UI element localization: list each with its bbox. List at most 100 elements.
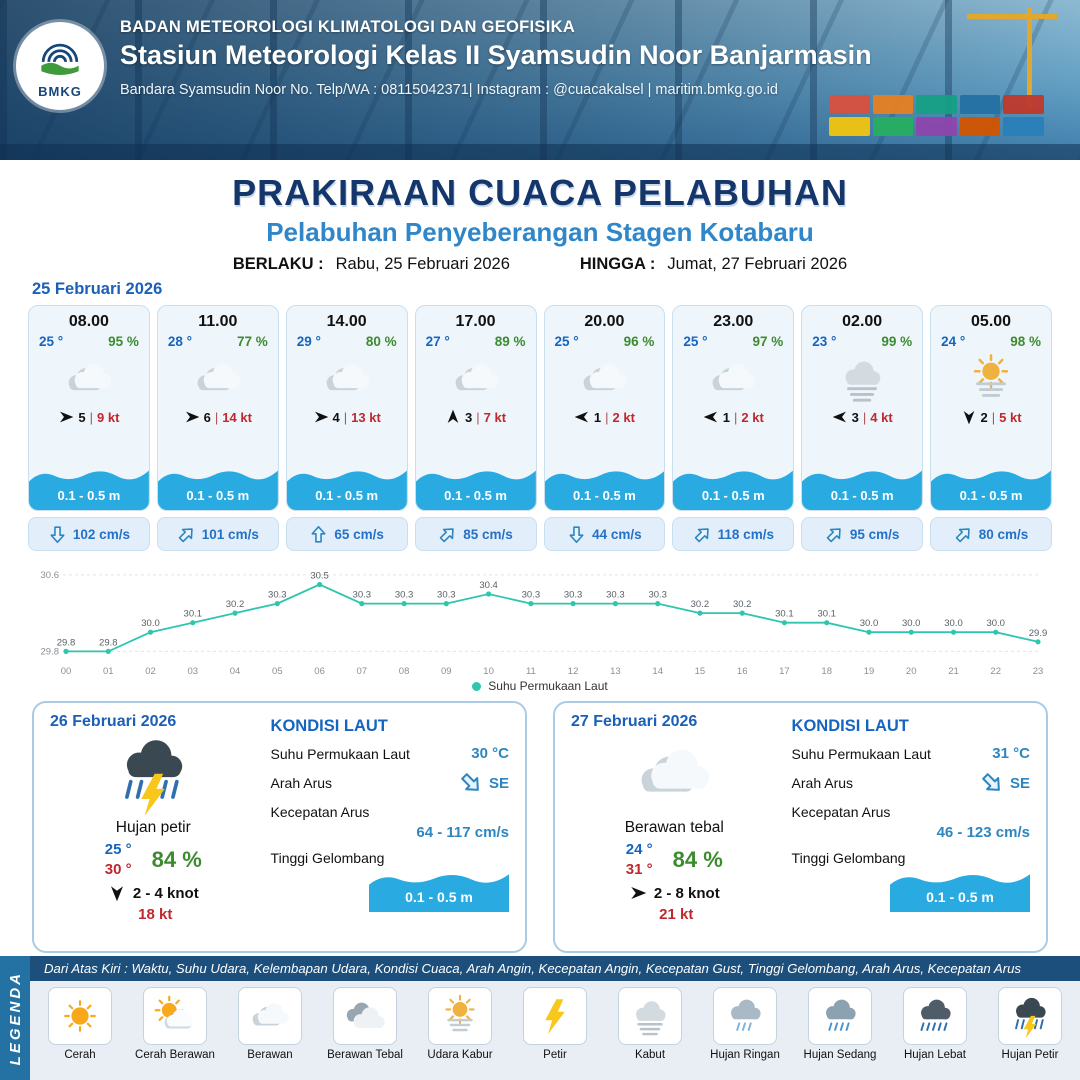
legend-item: Berawan xyxy=(225,987,315,1062)
cerah_berawan-icon xyxy=(143,987,207,1045)
svg-text:30.3: 30.3 xyxy=(353,590,372,601)
card-current: 65 cm/s xyxy=(285,517,408,551)
forecast-card: 05.00 24 ° 98 % 2 | 5 kt 0.1 - 0.5 m 80 cm/s xyxy=(930,305,1052,551)
card-temperature: 25 ° xyxy=(683,334,708,349)
hingga-label: HINGGA : xyxy=(579,255,656,273)
wave-height-band: 0.1 - 0.5 m xyxy=(157,464,278,510)
current-arrow-icon xyxy=(50,525,65,543)
current-arrow-icon xyxy=(178,527,193,542)
legend-item-label: Cerah xyxy=(64,1049,96,1061)
legend-item-label: Hujan Sedang xyxy=(803,1049,877,1061)
wind-arrow-icon xyxy=(631,887,647,899)
svg-text:19: 19 xyxy=(864,666,875,677)
card-humidity: 77 % xyxy=(236,334,268,349)
arah-arus-label: Arah Arus xyxy=(270,775,333,791)
svg-text:29.9: 29.9 xyxy=(1029,628,1048,639)
current-arrow-icon xyxy=(955,527,970,542)
forecast-card: 14.00 29 ° 80 % 4 | 13 kt 0.1 - 0.5 m 65 cm/s xyxy=(285,305,408,551)
wind-gust: 14 kt xyxy=(222,409,252,425)
berlaku-value: Rabu, 25 Februari 2026 xyxy=(335,255,510,273)
contact-line: Bandara Syamsudin Noor No. Telp/WA : 081… xyxy=(120,82,778,98)
forecast-card-body: 17.00 27 ° 89 % 3 | 7 kt 0.1 - 0.5 m xyxy=(414,305,537,511)
svg-text:30.1: 30.1 xyxy=(184,609,203,620)
svg-text:30.3: 30.3 xyxy=(606,590,625,601)
card-wind: 5 | 9 kt xyxy=(58,409,119,425)
current-speed: 44 cm/s xyxy=(592,526,642,542)
arah-arus-value: SE xyxy=(459,771,509,795)
wind-gust: 4 kt xyxy=(870,409,893,425)
svg-text:30.0: 30.0 xyxy=(944,618,963,629)
day-temp-humidity: 25 ° 30 ° 84 % xyxy=(50,841,257,878)
card-wind: 3 | 7 kt xyxy=(445,409,506,425)
svg-text:30.3: 30.3 xyxy=(268,590,287,601)
wave-height-band: 0.1 - 0.5 m xyxy=(889,868,1030,912)
current-speed: 80 cm/s xyxy=(978,526,1029,542)
svg-text:06: 06 xyxy=(314,666,325,677)
wind-range: 2 - 4 knot xyxy=(132,884,199,902)
svg-text:00: 00 xyxy=(61,666,72,677)
forecast-card: 17.00 27 ° 89 % 3 | 7 kt 0.1 - 0.5 m 85 cm/s xyxy=(414,305,537,551)
legend-item-label: Berawan Tebal xyxy=(327,1049,403,1061)
weather-icon-berawan xyxy=(189,352,247,406)
temp-max: 30 ° xyxy=(104,861,132,878)
svg-text:29.8: 29.8 xyxy=(41,646,60,657)
card-humidity: 96 % xyxy=(623,334,655,349)
legend-item: Hujan Lebat xyxy=(890,987,980,1062)
daily-weather-summary: 26 Februari 2026 Hujan petir 25 ° 30 ° 84 % 2… xyxy=(50,713,257,941)
svg-text:05: 05 xyxy=(272,666,283,677)
card-time: 20.00 xyxy=(584,313,625,330)
sst-value: 30 °C xyxy=(471,745,509,762)
svg-text:03: 03 xyxy=(188,666,199,677)
chart-legend-dot-icon xyxy=(472,681,482,691)
svg-text:21: 21 xyxy=(948,666,959,677)
legend-item-label: Petir xyxy=(543,1049,567,1061)
svg-text:07: 07 xyxy=(357,666,368,677)
svg-text:20: 20 xyxy=(906,666,917,677)
card-temperature: 25 ° xyxy=(554,334,579,349)
legend-item: Hujan Ringan xyxy=(700,987,790,1062)
kecepatan-arus-label: Kecepatan Arus xyxy=(791,804,891,820)
current-speed: 85 cm/s xyxy=(463,526,513,542)
tinggi-gelombang-label: Tinggi Gelombang xyxy=(270,850,385,866)
wave-height-band: 0.1 - 0.5 m xyxy=(802,464,923,510)
day-humidity: 84 % xyxy=(672,846,723,872)
wind-gust: 9 kt xyxy=(97,409,120,425)
page-subtitle: Pelabuhan Penyeberangan Stagen Kotabaru xyxy=(266,217,814,247)
svg-text:30.0: 30.0 xyxy=(902,618,921,629)
weather-icon-berawan xyxy=(625,731,723,817)
day-wind: 2 - 4 knot xyxy=(50,884,257,902)
legend-item: Kabut xyxy=(605,987,695,1062)
temp-min: 24 ° xyxy=(625,841,653,858)
current-arrow-icon xyxy=(461,773,479,791)
svg-text:22: 22 xyxy=(990,666,1001,677)
card-humidity: 98 % xyxy=(1010,334,1041,349)
legend-main: Dari Atas Kiri : Waktu, Suhu Udara, Kele… xyxy=(30,956,1080,1080)
legend-item-label: Hujan Ringan xyxy=(710,1049,780,1061)
day-date: 26 Februari 2026 xyxy=(50,713,177,730)
legend-vertical-label: LEGENDA xyxy=(6,970,24,1066)
weather-icon-berawan xyxy=(575,352,633,406)
bmkg-logo-text: BMKG xyxy=(38,84,82,99)
udara_kabur-icon xyxy=(428,987,492,1045)
wind-range: 2 - 8 knot xyxy=(653,884,720,902)
wave-height-value: 0.1 - 0.5 m xyxy=(186,488,250,503)
svg-text:30.5: 30.5 xyxy=(310,571,329,582)
temp-min: 25 ° xyxy=(104,841,132,858)
weather-icon-udara_kabur xyxy=(962,352,1020,406)
wind-arrow-icon xyxy=(447,409,459,423)
forecast-card: 20.00 25 ° 96 % 1 | 2 kt 0.1 - 0.5 m 44 cm/s xyxy=(543,305,666,551)
svg-text:30.3: 30.3 xyxy=(648,590,667,601)
legend-item: Berawan Tebal xyxy=(320,987,410,1062)
wave-height-band: 0.1 - 0.5 m xyxy=(368,868,509,912)
current-arrow-icon xyxy=(694,527,709,542)
hujan_ringan-icon xyxy=(713,987,777,1045)
wind-speed: 3 xyxy=(851,409,859,425)
forecast-card: 08.00 25 ° 95 % 5 | 9 kt 0.1 - 0.5 m 102 cm/s xyxy=(28,305,150,551)
svg-text:04: 04 xyxy=(230,666,241,677)
card-temperature: 24 ° xyxy=(941,334,966,349)
wind-arrow-icon xyxy=(60,411,74,423)
svg-text:17: 17 xyxy=(779,666,790,677)
legend-item: Cerah Berawan xyxy=(130,987,220,1062)
forecast-card: 02.00 23 ° 99 % 3 | 4 kt 0.1 - 0.5 m 95 cm/s xyxy=(801,305,924,551)
kabut-icon xyxy=(618,987,682,1045)
